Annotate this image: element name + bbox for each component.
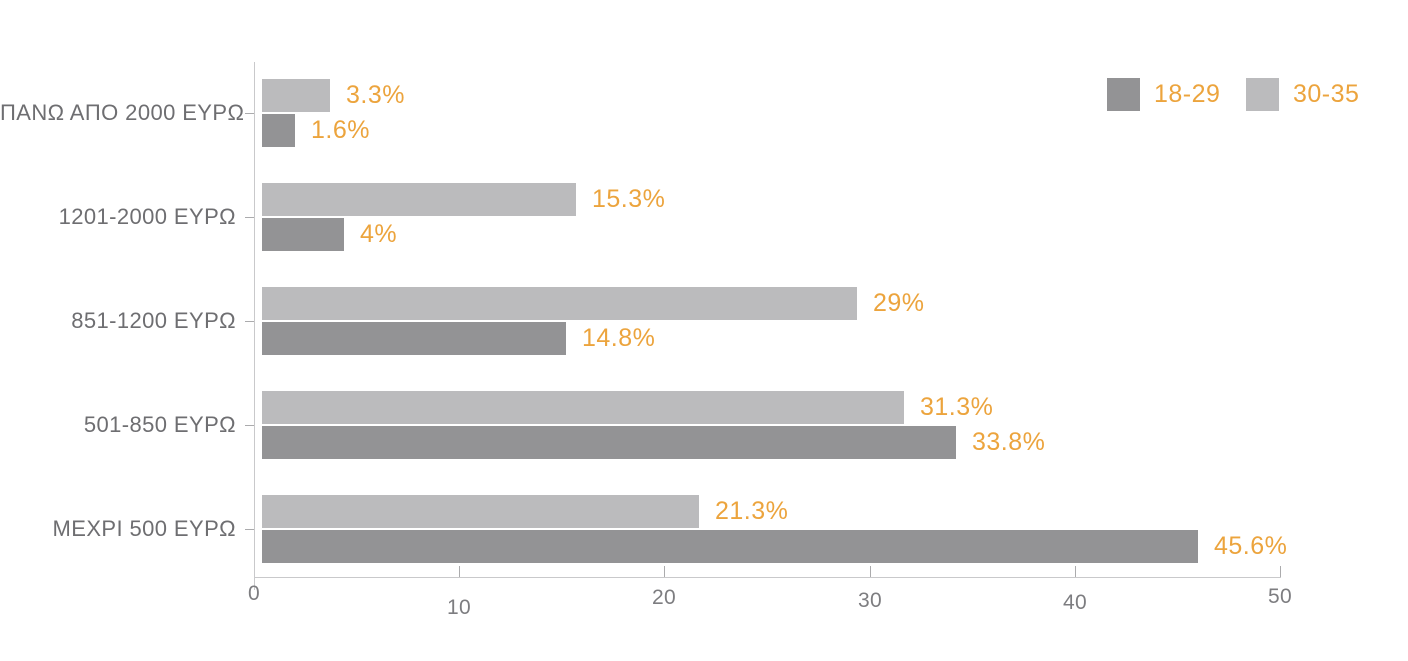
x-axis-tick-label: 40 bbox=[1063, 591, 1087, 614]
x-axis-tick-mark bbox=[459, 566, 460, 577]
category-tick-mark bbox=[245, 425, 254, 426]
category-label: 501-850 ΕΥΡΩ bbox=[83, 412, 236, 437]
bar-30-35 bbox=[262, 391, 904, 424]
legend-swatch-30-35 bbox=[1246, 78, 1279, 111]
bar-30-35 bbox=[262, 183, 576, 216]
bar-value-label: 45.6% bbox=[1214, 532, 1288, 560]
bar-value-label: 21.3% bbox=[715, 497, 789, 525]
x-axis-tick-label: 10 bbox=[447, 596, 471, 619]
bar-value-label: 3.3% bbox=[346, 81, 405, 109]
category-tick-mark bbox=[245, 113, 254, 114]
bar-value-label: 1.6% bbox=[311, 116, 370, 144]
bar-value-label: 33.8% bbox=[972, 428, 1046, 456]
category-label: 851-1200 ΕΥΡΩ bbox=[71, 308, 236, 333]
x-axis-tick-label: 0 bbox=[248, 582, 260, 605]
bar-18-29 bbox=[262, 530, 1198, 563]
bar-value-label: 31.3% bbox=[920, 393, 994, 421]
bar-value-label: 14.8% bbox=[582, 324, 656, 352]
legend-label-30-35: 30-35 bbox=[1293, 80, 1360, 108]
category-label: ΜΕΧΡΙ 500 ΕΥΡΩ bbox=[52, 516, 236, 541]
x-axis-tick-mark bbox=[870, 566, 871, 577]
x-axis-tick-label: 50 bbox=[1268, 585, 1292, 608]
legend-label-18-29: 18-29 bbox=[1154, 80, 1221, 108]
x-axis-tick-mark bbox=[1075, 566, 1076, 577]
bar-value-label: 29% bbox=[873, 289, 925, 317]
category-label: ΠΑΝΩ ΑΠΟ 2000 ΕΥΡΩ bbox=[0, 100, 245, 125]
category-tick-mark bbox=[245, 529, 254, 530]
bar-value-label: 4% bbox=[360, 220, 398, 248]
category-label: 1201-2000 ΕΥΡΩ bbox=[58, 204, 236, 229]
bar-18-29 bbox=[262, 426, 956, 459]
bar-18-29 bbox=[262, 322, 566, 355]
category-tick-mark bbox=[245, 321, 254, 322]
legend-item-30-35: 30-35 bbox=[1246, 78, 1359, 111]
category-tick-mark bbox=[245, 217, 254, 218]
x-axis-tick-label: 20 bbox=[652, 586, 676, 609]
bar-30-35 bbox=[262, 495, 699, 528]
x-axis-line bbox=[254, 577, 1281, 578]
legend-swatch-18-29 bbox=[1107, 78, 1140, 111]
bar-18-29 bbox=[262, 114, 295, 147]
x-axis-tick-mark bbox=[664, 566, 665, 577]
bar-value-label: 15.3% bbox=[592, 185, 666, 213]
y-axis-line bbox=[254, 62, 255, 590]
bar-30-35 bbox=[262, 287, 857, 320]
bar-30-35 bbox=[262, 79, 330, 112]
bar-18-29 bbox=[262, 218, 344, 251]
legend-item-18-29: 18-29 bbox=[1107, 78, 1220, 111]
x-axis-tick-mark bbox=[1280, 566, 1281, 577]
x-axis-tick-label: 30 bbox=[858, 589, 882, 612]
